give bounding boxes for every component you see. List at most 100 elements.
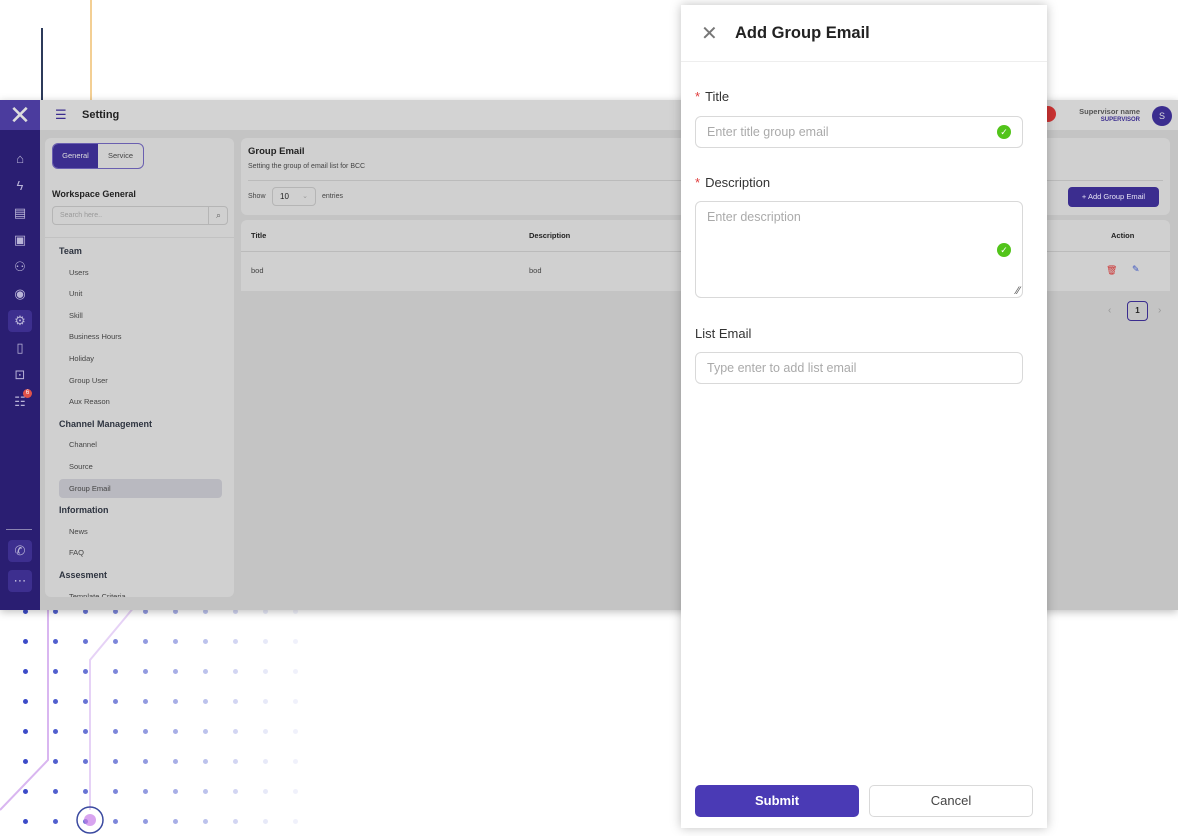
entries-label: entries: [322, 193, 344, 200]
decor-dot: [263, 609, 268, 614]
decor-dot: [233, 609, 238, 614]
decor-dot: [293, 729, 298, 734]
decor-line: [90, 0, 92, 100]
list-email-input[interactable]: Type enter to add list email: [695, 352, 1023, 384]
settings-nav-panel: General Service Workspace General Search…: [45, 138, 234, 597]
nav-item[interactable]: Business Hours: [69, 332, 122, 342]
decor-dot: [113, 789, 118, 794]
chevron-down-icon: ⌄: [302, 193, 308, 200]
nav-item[interactable]: Group Email: [59, 478, 222, 498]
table-row: bod: [251, 266, 264, 275]
add-group-email-modal: ✕ Add Group Email * Title Enter title gro…: [681, 5, 1047, 828]
nav-item[interactable]: FAQ: [69, 548, 85, 558]
decor-dot: [203, 729, 208, 734]
page-1-button[interactable]: 1: [1127, 301, 1148, 321]
nav-item[interactable]: News: [69, 526, 88, 536]
decor-dot: [173, 729, 178, 734]
decor-dot: [203, 609, 208, 614]
decor-dot: [83, 669, 88, 674]
document-icon[interactable]: ▤: [13, 205, 27, 220]
nav-item[interactable]: Group User: [69, 375, 108, 385]
decor-dot: [113, 729, 118, 734]
decor-dot: [23, 639, 28, 644]
search-input[interactable]: Search here..: [52, 206, 228, 225]
nav-item[interactable]: Holiday: [69, 354, 95, 363]
ticket-icon[interactable]: ▣: [13, 232, 27, 247]
column-title: Title: [251, 231, 267, 240]
gear-icon[interactable]: ⚙: [8, 310, 32, 332]
home-icon[interactable]: ⌂: [16, 151, 24, 166]
decor-dot: [83, 609, 88, 614]
nav-item[interactable]: Skill: [69, 310, 83, 320]
entries-select[interactable]: 10 ⌄: [272, 187, 316, 206]
next-page-icon[interactable]: ›: [1158, 305, 1162, 316]
users-icon[interactable]: ⚇: [14, 259, 26, 274]
edit-icon[interactable]: ✎: [1132, 264, 1140, 274]
decor-dot: [53, 609, 58, 614]
decor-dot: [23, 789, 28, 794]
prev-page-icon[interactable]: ‹: [1108, 305, 1112, 316]
decor-dot: [23, 729, 28, 734]
title-input[interactable]: Enter title group email ✓: [695, 116, 1023, 148]
decor-dot: [143, 669, 148, 674]
tab-general[interactable]: General: [53, 144, 98, 168]
decor-dot: [143, 789, 148, 794]
presentation-chart-icon[interactable]: ⊡: [14, 367, 26, 382]
section-subtitle: Setting the group of email list for BCC: [248, 163, 366, 170]
decor-dot: [53, 759, 58, 764]
resize-handle-icon[interactable]: ⁄⁄: [1016, 285, 1020, 297]
search-icon[interactable]: ⌕: [208, 206, 228, 225]
decor-dot: [263, 789, 268, 794]
decor-dot: [143, 729, 148, 734]
section-heading: Group Email: [248, 146, 305, 157]
decor-dot: [143, 699, 148, 704]
decor-dot: [263, 819, 268, 824]
nav-item[interactable]: Channel: [69, 440, 97, 450]
nav-item[interactable]: Users: [69, 267, 89, 277]
decor-dot: [113, 759, 118, 764]
file-icon[interactable]: ▯: [16, 340, 24, 355]
decor-dot: [83, 759, 88, 764]
decor-dot: [233, 729, 238, 734]
add-group-email-button[interactable]: + Add Group Email: [1068, 187, 1159, 207]
lightning-icon[interactable]: ϟ: [16, 178, 24, 193]
decor-dot: [173, 759, 178, 764]
delete-icon[interactable]: 🗑: [1106, 265, 1118, 275]
decor-dot: [173, 699, 178, 704]
decor-dot: [23, 759, 28, 764]
chat-icon[interactable]: ⋯: [8, 570, 32, 592]
nav-item[interactable]: Unit: [69, 289, 83, 299]
nav-item[interactable]: Template Criteria: [69, 591, 126, 597]
decor-dot: [143, 639, 148, 644]
column-description: Description: [529, 231, 571, 240]
decor-dot: [293, 819, 298, 824]
decor-dot: [233, 819, 238, 824]
decor-dot: [143, 819, 148, 824]
close-icon[interactable]: ✕: [701, 23, 718, 45]
chat-list-icon[interactable]: ☷ 6: [8, 389, 32, 413]
nav-item[interactable]: Aux Reason: [69, 397, 110, 407]
description-textarea[interactable]: Enter description ✓ ⁄⁄: [695, 201, 1023, 298]
cancel-button[interactable]: Cancel: [869, 785, 1033, 817]
decor-dot: [203, 699, 208, 704]
decor-dot: [173, 669, 178, 674]
decor-dot: [233, 759, 238, 764]
decor-dot: [293, 789, 298, 794]
phone-icon[interactable]: ✆: [8, 540, 32, 562]
submit-button[interactable]: Submit: [695, 785, 859, 817]
decor-dot: [143, 609, 148, 614]
nav-item[interactable]: Source: [69, 462, 93, 471]
tab-service[interactable]: Service: [107, 151, 133, 160]
decor-dot: [173, 819, 178, 824]
check-icon: ✓: [997, 125, 1011, 139]
page-title: Setting: [82, 109, 120, 121]
decor-dot: [293, 759, 298, 764]
logo-icon: ✕: [0, 100, 40, 130]
menu-icon[interactable]: ☰: [55, 107, 67, 122]
avatar[interactable]: S: [1152, 106, 1172, 126]
cell-description: bod: [529, 266, 542, 275]
show-label: Show: [248, 193, 266, 200]
description-label: Description: [705, 175, 771, 190]
contact-icon[interactable]: ◉: [14, 286, 26, 301]
decor-dot: [293, 639, 298, 644]
